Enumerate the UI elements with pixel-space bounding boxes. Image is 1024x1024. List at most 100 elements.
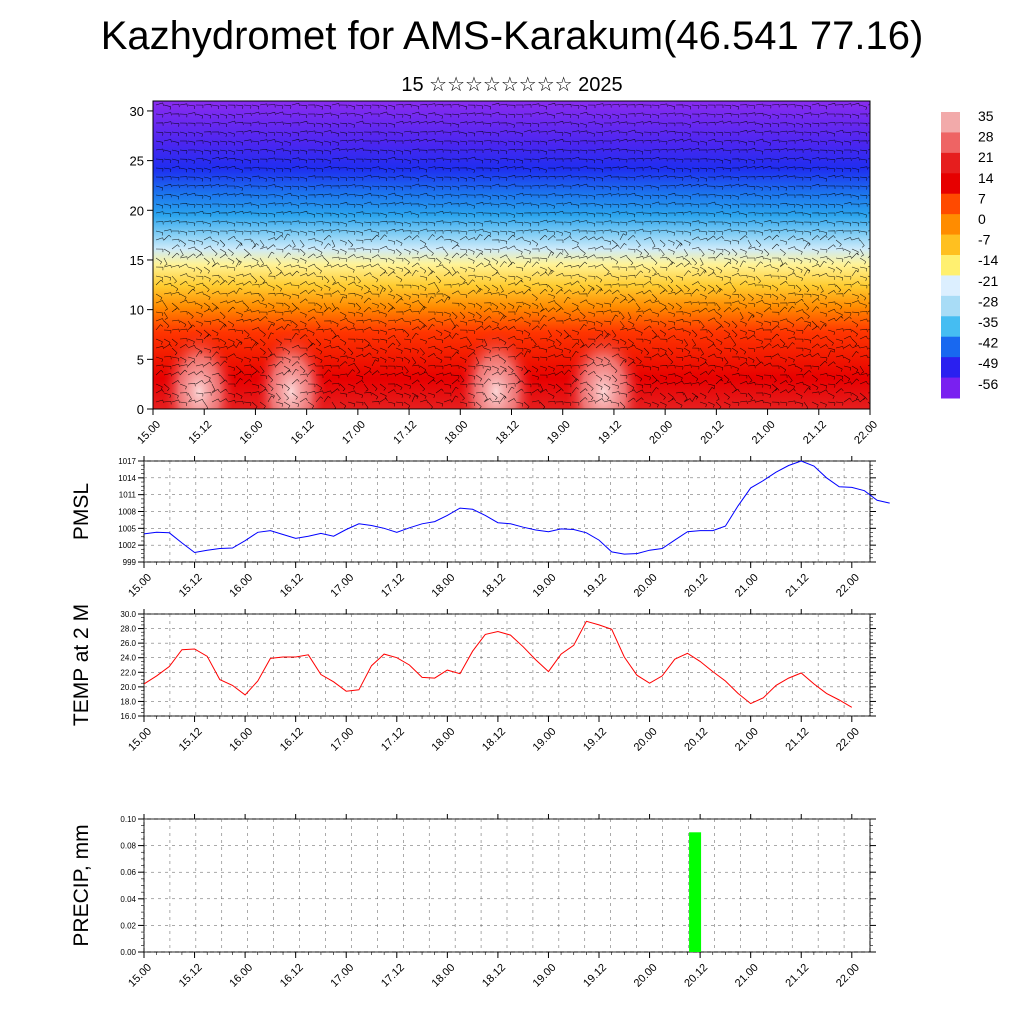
temp-xtick-label: 21.12 — [783, 726, 811, 754]
colorbar-segment-2 — [941, 152, 960, 174]
temp-xtick-label: 16.12 — [278, 726, 306, 754]
pmsl-xtick-label: 17.00 — [328, 572, 356, 600]
colorbar-label: 28 — [978, 129, 994, 145]
pmsl-plot: 999 1002 1005 1008 1011 1014 1017 15.00 15.12 16.… — [70, 456, 890, 600]
colorbar-label: 35 — [978, 108, 994, 124]
pmsl-ytick-label: 1002 — [118, 541, 136, 550]
colorbar-segment-9 — [941, 295, 960, 317]
precip-ylabel: PRECIP, mm — [70, 824, 93, 946]
cs-xtick-label: 20.12 — [699, 419, 727, 447]
temp-series-line — [143, 620, 853, 708]
temp-xtick-label: 17.12 — [379, 726, 407, 754]
cross-section-plot: 0 5 10 15 20 25 30 15.00 15.12 16.00 16.12 17.00 17.… — [130, 100, 880, 447]
cs-xtick-label: 19.12 — [596, 419, 624, 447]
page-title: Kazhydromet for AMS-Karakum(46.541 77.16… — [100, 14, 924, 58]
precip-xtick-label: 15.12 — [177, 962, 205, 990]
pmsl-xtick-label: 17.12 — [379, 572, 407, 600]
cs-xtick-label: 16.00 — [238, 419, 266, 447]
temp-ytick-label: 30.0 — [120, 610, 136, 619]
temp-ytick-label: 20.0 — [120, 683, 136, 692]
pmsl-xtick-label: 16.00 — [227, 572, 255, 600]
pmsl-ytick-label: 1017 — [118, 457, 136, 466]
colorbar-label: -14 — [978, 252, 998, 268]
pmsl-xtick-label: 20.00 — [632, 572, 660, 600]
colorbar-segment-7 — [941, 255, 960, 276]
pmsl-xtick-label: 18.12 — [480, 572, 508, 600]
colorbar-segment-6 — [941, 234, 960, 256]
temp-xtick-label: 22.00 — [834, 726, 862, 754]
pmsl-xtick-label: 16.12 — [278, 572, 306, 600]
temp-plot: 16.0 18.0 20.0 22.0 24.0 26.0 28.0 30.0 15.00 15.… — [70, 604, 876, 754]
colorbar-segment-1 — [941, 132, 960, 154]
colorbar-label: -56 — [978, 376, 998, 392]
precip-ytick-label: 0.04 — [120, 895, 136, 904]
temp-ytick-label: 24.0 — [120, 654, 136, 663]
pmsl-xtick-label: 21.00 — [733, 572, 761, 600]
page-subtitle: 15 ☆☆☆☆☆☆☆☆ 2025 — [401, 74, 623, 96]
wind-barb-paths — [155, 102, 870, 409]
colorbar-label: -42 — [978, 335, 998, 351]
precip-ytick-label: 0.10 — [120, 815, 136, 824]
pmsl-ylabel: PMSL — [70, 483, 93, 540]
temp-ytick-label: 16.0 — [120, 712, 136, 721]
colorbar-segment-10 — [941, 316, 960, 338]
temp-xtick-label: 18.00 — [430, 726, 458, 754]
precip-xtick-label: 18.00 — [430, 962, 458, 990]
colorbar-label: -21 — [978, 273, 998, 289]
precip-ytick-label: 0.02 — [120, 921, 136, 930]
pmsl-series-line — [143, 460, 890, 555]
warm-core-3 — [564, 317, 643, 409]
wind-barbs — [155, 102, 870, 409]
pmsl-ytick-label: 1011 — [119, 491, 137, 500]
precip-xtick-label: 17.12 — [379, 962, 407, 990]
warm-core-1 — [255, 317, 328, 409]
cs-ytick-label: 10 — [130, 303, 144, 318]
precip-ytick-label: 0.08 — [120, 842, 136, 851]
precip-xtick-label: 21.12 — [783, 962, 811, 990]
cs-ytick-label: 15 — [130, 253, 144, 268]
temp-xtick-label: 20.12 — [682, 726, 710, 754]
colorbar-segment-8 — [941, 275, 960, 297]
temp-xtick-label: 20.00 — [632, 726, 660, 754]
colorbar-segment-0 — [941, 112, 960, 133]
colorbar-label: -35 — [978, 314, 998, 330]
pmsl-xtick-label: 15.00 — [126, 572, 154, 600]
cs-xtick-label: 21.12 — [801, 419, 829, 447]
pmsl-grid — [143, 460, 871, 563]
precip-xtick-label: 15.00 — [126, 962, 154, 990]
precip-xtick-label: 20.12 — [682, 962, 710, 990]
colorbar-segment-5 — [941, 214, 960, 236]
temp-xtick-label: 16.00 — [227, 726, 255, 754]
cs-xtick-label: 17.12 — [391, 419, 419, 447]
pmsl-xtick-label: 21.12 — [783, 572, 811, 600]
colorbar-label: 21 — [978, 149, 994, 165]
cs-xtick-label: 18.12 — [494, 419, 522, 447]
precip-xtick-label: 16.00 — [227, 962, 255, 990]
pmsl-xtick-label: 19.12 — [581, 572, 609, 600]
precip-xtick-label: 19.12 — [581, 962, 609, 990]
temp-ytick-label: 22.0 — [120, 668, 136, 677]
precip-ytick-label: 0.00 — [120, 948, 136, 957]
pmsl-xtick-label: 15.12 — [177, 572, 205, 600]
cs-xtick-label: 19.00 — [545, 419, 573, 447]
colorbar-label: -7 — [978, 232, 991, 248]
temp-xtick-label: 18.12 — [480, 726, 508, 754]
cs-xtick-label: 17.00 — [340, 419, 368, 447]
precip-xtick-label: 21.00 — [733, 962, 761, 990]
cs-xtick-label: 15.12 — [186, 419, 214, 447]
pmsl-ytick-label: 999 — [123, 558, 137, 567]
warm-core-0 — [162, 317, 237, 409]
cs-xtick-label: 21.00 — [750, 419, 778, 447]
precip-xtick-label: 16.12 — [278, 962, 306, 990]
colorbar-label: 14 — [978, 170, 994, 186]
colorbar-segment-12 — [941, 357, 960, 379]
temp-xtick-label: 15.00 — [126, 726, 154, 754]
precip-grid — [143, 818, 871, 953]
cs-xtick-label: 15.00 — [135, 419, 163, 447]
cs-xtick-label: 22.00 — [852, 419, 880, 447]
pmsl-xtick-label: 19.00 — [531, 572, 559, 600]
temp-ylabel: TEMP at 2 M — [70, 604, 93, 726]
cs-xtick-label: 20.00 — [647, 419, 675, 447]
cs-ytick-label: 20 — [130, 203, 144, 218]
